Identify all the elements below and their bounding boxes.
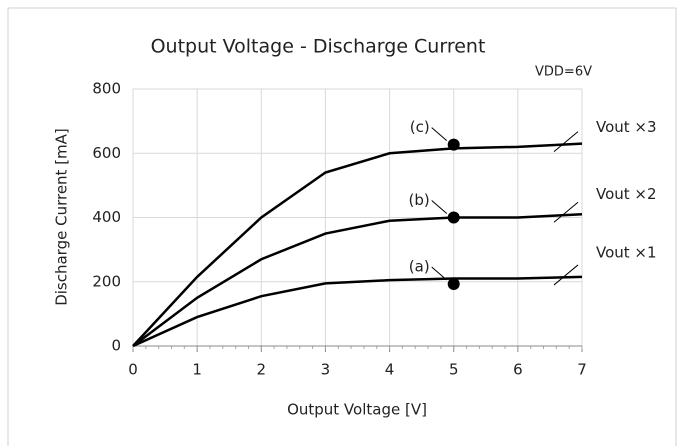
point-label: (a) [409, 257, 430, 275]
point-leader [431, 200, 448, 214]
x-tick-label: 4 [385, 361, 395, 379]
series-leader [553, 264, 579, 286]
annotation: VDD=6V [535, 65, 592, 80]
chart-frame [7, 7, 677, 446]
y-tick-label: 400 [92, 208, 121, 226]
series-line [132, 213, 583, 347]
x-tick-label: 2 [257, 361, 267, 379]
y-tick-label: 800 [92, 80, 121, 98]
series-leader [553, 201, 579, 223]
y-axis-label: Discharge Current [mA] [53, 128, 71, 306]
series-label: Vout ×3 [596, 118, 657, 136]
x-tick-label: 0 [128, 361, 138, 379]
x-tick-label: 7 [577, 361, 587, 379]
point-label: (c) [410, 118, 430, 136]
point-marker [447, 277, 460, 290]
chart-title: Output Voltage - Discharge Current [151, 36, 486, 58]
point-marker [447, 211, 460, 224]
y-tick-label: 600 [92, 144, 121, 162]
series-leader [553, 131, 579, 152]
series-line [132, 275, 583, 348]
point-leader [431, 266, 448, 281]
point-leader [431, 127, 448, 141]
x-tick-label: 6 [513, 361, 523, 379]
x-axis-label: Output Voltage [V] [287, 401, 427, 419]
series-label: Vout ×2 [596, 185, 657, 203]
x-tick-label: 3 [321, 361, 331, 379]
point-marker [447, 138, 460, 151]
series-line [132, 142, 583, 347]
x-tick-label: 5 [449, 361, 459, 379]
y-tick-label: 200 [92, 272, 121, 290]
point-label: (b) [408, 191, 429, 209]
x-tick-label: 1 [192, 361, 202, 379]
series-label: Vout ×1 [596, 243, 657, 261]
y-tick-label: 0 [111, 337, 121, 355]
